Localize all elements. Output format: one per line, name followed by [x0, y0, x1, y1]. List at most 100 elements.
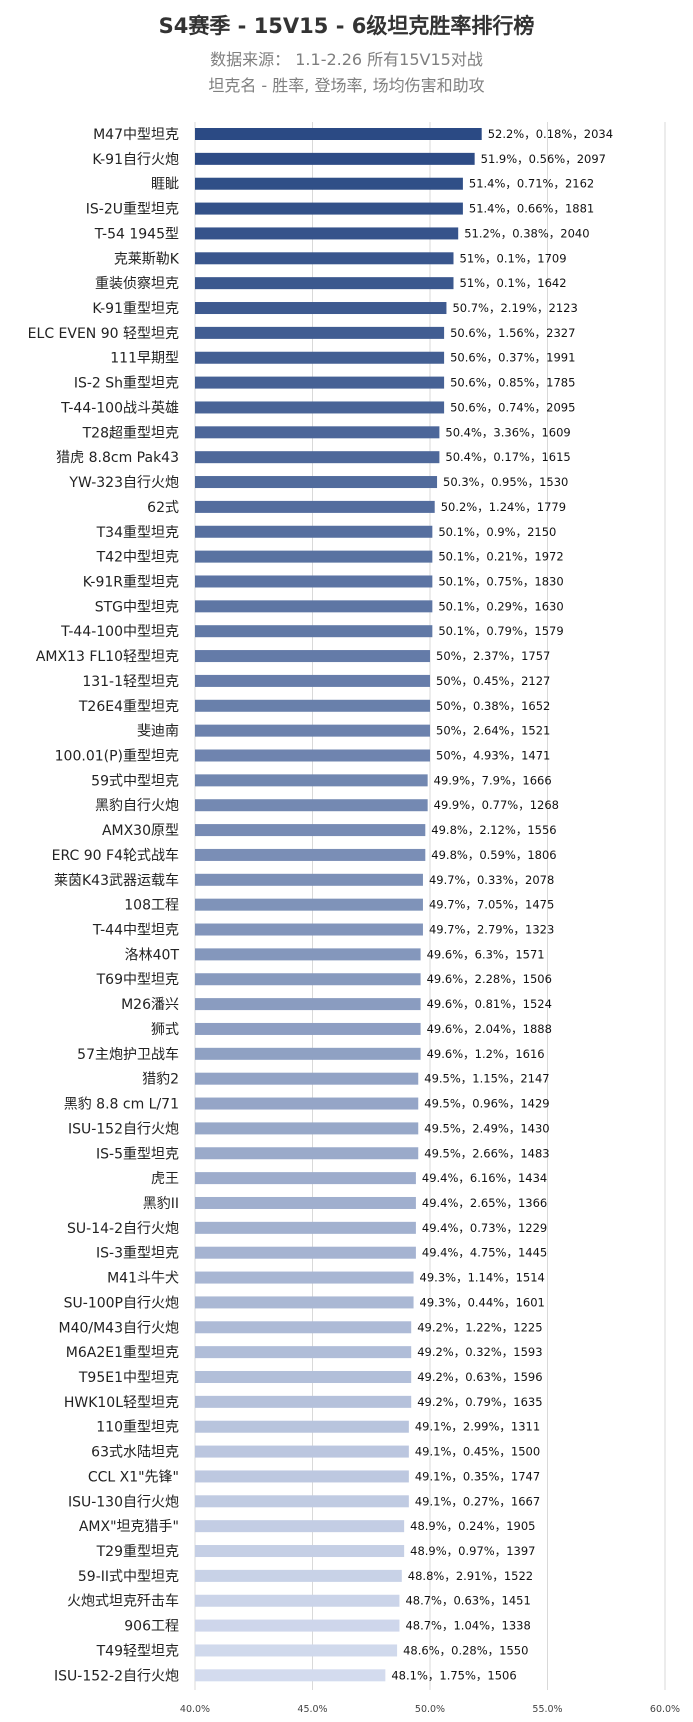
category-label: 虎王 — [151, 1171, 179, 1187]
data-label: 49.2%，0.79%，1635 — [417, 1395, 542, 1409]
bar — [195, 1221, 416, 1234]
bar — [195, 177, 463, 190]
category-label: 111早期型 — [110, 351, 179, 367]
category-label: 洛林40T — [125, 947, 180, 963]
data-label: 50.4%，0.17%，1615 — [445, 450, 570, 464]
data-label: 49.1%，0.35%，1747 — [415, 1469, 540, 1483]
category-label: T-44中型坦克 — [92, 923, 179, 939]
bar — [195, 202, 463, 215]
bar — [195, 525, 433, 538]
category-label: M41斗牛犬 — [107, 1271, 179, 1287]
x-tick-label: 50.0% — [415, 1704, 445, 1715]
category-label: ISU-152自行火炮 — [68, 1121, 179, 1137]
data-label: 50%，0.38%，1652 — [436, 699, 550, 713]
data-label: 48.8%，2.91%，1522 — [408, 1569, 533, 1583]
category-label: 黑豹II — [143, 1196, 179, 1212]
bar — [195, 1669, 386, 1682]
bar — [195, 650, 430, 663]
data-label: 50.7%，2.19%，2123 — [452, 301, 577, 315]
chart-subtitle-source: 数据来源： 1.1-2.26 所有15V15对战 — [210, 50, 483, 69]
bar — [195, 1395, 412, 1408]
category-label: 59-II式中型坦克 — [78, 1569, 179, 1585]
category-label: 黑豹自行火炮 — [95, 798, 179, 814]
category-label: M47中型坦克 — [93, 127, 179, 143]
bar — [195, 1296, 414, 1309]
data-label: 49.6%，2.28%，1506 — [427, 972, 552, 986]
data-label: 49.6%，0.81%，1524 — [427, 997, 552, 1011]
data-label: 50.4%，3.36%，1609 — [445, 425, 570, 439]
bar — [195, 277, 454, 290]
bar — [195, 1122, 419, 1135]
category-label: IS-3重型坦克 — [96, 1246, 179, 1262]
bar — [195, 774, 428, 787]
data-label: 49.6%，2.04%，1888 — [427, 1022, 552, 1036]
bar — [195, 1495, 409, 1508]
category-label: AMX"坦克猎手" — [79, 1519, 179, 1535]
data-label: 49.1%，2.99%，1311 — [415, 1420, 540, 1434]
category-label: 斐迪南 — [137, 724, 179, 740]
data-label: 50.1%，0.29%，1630 — [438, 599, 563, 613]
category-label: 重装侦察坦克 — [95, 275, 179, 292]
data-label: 50.1%，0.21%，1972 — [438, 550, 563, 564]
category-label: AMX30原型 — [102, 823, 179, 839]
bar — [195, 1072, 419, 1085]
category-label: 莱茵K43武器运载车 — [54, 872, 179, 889]
bar — [195, 500, 435, 513]
category-label: ISU-130自行火炮 — [68, 1494, 179, 1510]
data-label: 49.1%，0.45%，1500 — [415, 1445, 540, 1459]
category-label: IS-2 Sh重型坦克 — [74, 376, 179, 392]
bar — [195, 1147, 419, 1160]
category-label: IS-2U重型坦克 — [86, 202, 179, 218]
category-label: T69中型坦克 — [96, 972, 179, 988]
data-label: 48.6%，0.28%，1550 — [403, 1643, 528, 1657]
category-label: STG中型坦克 — [95, 599, 179, 615]
category-label: M40/M43自行火炮 — [58, 1320, 179, 1336]
bar — [195, 1644, 398, 1657]
category-label: 131-1轻型坦克 — [82, 674, 179, 690]
bar — [195, 625, 433, 638]
bar — [195, 1022, 421, 1035]
data-label: 49.5%，2.66%，1483 — [424, 1146, 549, 1160]
data-label: 50.1%，0.9%，2150 — [438, 525, 556, 539]
x-tick-label: 40.0% — [180, 1704, 210, 1715]
category-label: 110重型坦克 — [96, 1420, 179, 1436]
bar — [195, 302, 447, 315]
bar — [195, 1271, 414, 1284]
bar — [195, 973, 421, 986]
data-label: 50%，0.45%，2127 — [436, 674, 550, 688]
data-label: 51.2%，0.38%，2040 — [464, 226, 589, 240]
bar — [195, 898, 423, 911]
category-label: 睚眦 — [151, 177, 179, 193]
data-label: 49.5%，2.49%，1430 — [424, 1121, 549, 1135]
data-label: 49.4%，0.73%，1229 — [422, 1221, 547, 1235]
category-label: K-91R重型坦克 — [83, 574, 179, 590]
data-label: 50.6%，0.74%，2095 — [450, 400, 575, 414]
category-label: ISU-152-2自行火炮 — [54, 1668, 179, 1684]
category-label: 猎豹2 — [142, 1072, 179, 1088]
bar — [195, 873, 423, 886]
category-label: 906工程 — [124, 1619, 179, 1635]
bar — [195, 451, 440, 464]
bar — [195, 948, 421, 961]
category-label: 黑豹 8.8 cm L/71 — [64, 1097, 179, 1113]
bar — [195, 426, 440, 439]
category-label: 猎虎 8.8cm Pak43 — [56, 450, 179, 466]
bar — [195, 848, 426, 861]
category-label: T26E4重型坦克 — [78, 699, 179, 715]
data-label: 52.2%，0.18%，2034 — [488, 127, 613, 141]
bar — [195, 1420, 409, 1433]
data-label: 51.4%，0.66%，1881 — [469, 202, 594, 216]
data-label: 49.2%，0.32%，1593 — [417, 1345, 542, 1359]
category-label: 63式水陆坦克 — [91, 1445, 179, 1461]
category-label: T42中型坦克 — [96, 550, 179, 566]
bar — [195, 1445, 409, 1458]
data-label: 50.3%，0.95%，1530 — [443, 475, 568, 489]
data-label: 50.6%，0.37%，1991 — [450, 351, 575, 365]
category-label: ELC EVEN 90 轻型坦克 — [28, 326, 179, 342]
data-label: 50.6%，1.56%，2327 — [450, 326, 575, 340]
data-label: 50.6%，0.85%，1785 — [450, 376, 575, 390]
bar — [195, 1520, 405, 1533]
bar — [195, 1246, 416, 1259]
data-label: 50%，4.93%，1471 — [436, 749, 550, 763]
